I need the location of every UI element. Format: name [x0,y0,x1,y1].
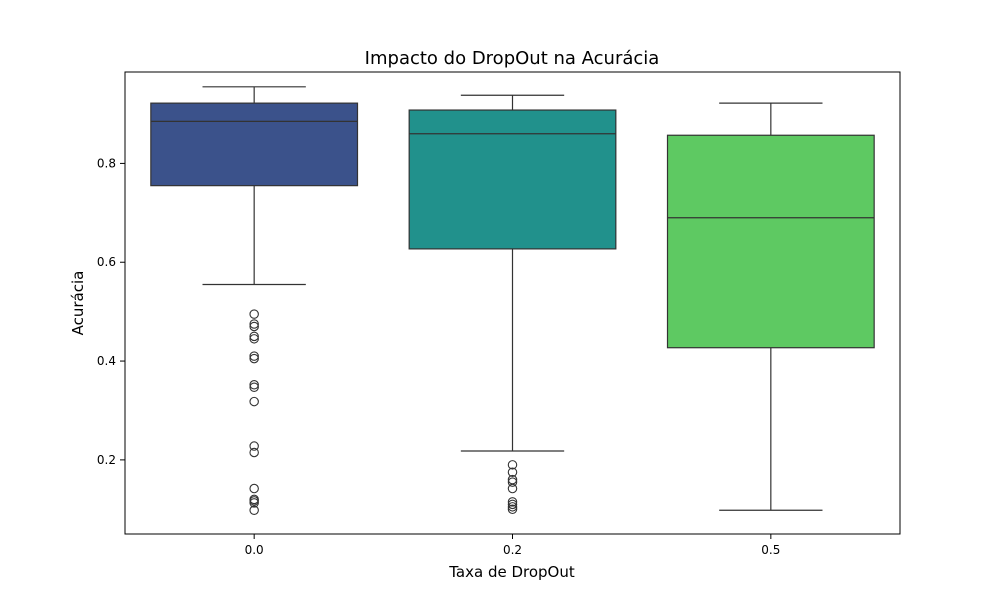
y-tick-label: 0.8 [97,156,116,170]
outlier-point [249,447,259,458]
y-tick-label: 0.2 [97,453,116,467]
outlier-point [507,467,518,477]
y-axis: 0.2 0.4 0.6 0.8 [97,156,125,467]
x-tick-label: 0.5 [761,543,780,557]
box-iqr [666,134,875,349]
outlier-point [507,483,518,494]
x-axis: 0.0 0.2 0.5 [245,534,780,557]
y-tick-label: 0.6 [97,255,116,269]
outlier-point [249,319,259,329]
outlier-point [507,497,518,507]
outlier-point [249,483,259,494]
box-iqr [150,102,359,187]
outlier-point [507,502,518,512]
box-iqr [408,109,617,250]
outlier-point [249,334,259,344]
outlier-point [507,477,518,487]
y-axis-label: Acurácia [69,271,87,336]
outlier-point [507,460,518,470]
outlier-point [249,353,259,364]
box-group-0.5 [666,102,875,511]
y-tick-label: 0.4 [97,354,116,368]
outlier-point [249,396,259,407]
box-group-0.2 [408,94,617,515]
x-tick-label: 0.0 [245,543,264,557]
outlier-point [249,505,259,516]
x-tick-label: 0.2 [503,543,522,557]
chart-title: Impacto do DropOut na Acurácia [365,48,660,69]
outlier-point [249,351,259,361]
x-axis-label: Taxa de DropOut [448,563,575,581]
box-group-0.0 [150,86,359,516]
outlier-point [249,498,259,508]
plot-area [150,86,875,516]
outlier-point [249,382,259,392]
outlier-point [507,499,518,510]
outlier-point [249,380,259,390]
outlier-point [507,504,518,515]
outlier-point [249,331,259,342]
outlier-point [249,441,259,451]
outlier-point [249,309,259,319]
outlier-point [249,321,259,332]
